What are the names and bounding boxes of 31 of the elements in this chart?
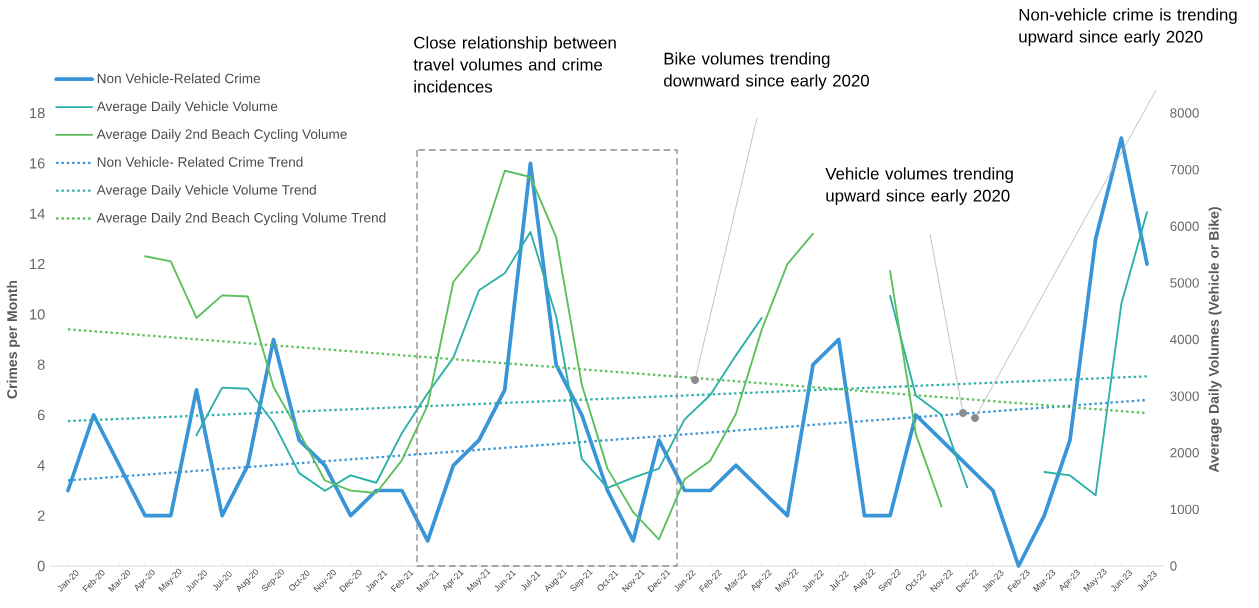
y-tick-label: 8 [37, 359, 45, 370]
annotation: Vehicle volumes trending upward since early 2020 [825, 167, 1013, 205]
legend-label: Average Daily 2nd Beach Cycling Volume Trend [96, 212, 386, 226]
y-axis-title: Crimes per Month [6, 280, 20, 399]
y-tick-label: 4 [37, 460, 45, 471]
y2-axis-title: Average Daily Volumes (Vehicle or Bike) [1208, 207, 1222, 473]
y2-tick-label: 5000 [1170, 278, 1199, 288]
y-tick-label: 2 [37, 510, 45, 521]
y2-tick-label: 6000 [1170, 221, 1199, 231]
y-tick-label: 0 [37, 560, 45, 572]
y2-tick-label: 4000 [1170, 334, 1199, 345]
y2-tick-label: 1000 [1170, 504, 1199, 515]
y2-tick-label: 7000 [1170, 164, 1199, 175]
text: Non-vehicle crime is trending upward since early 2020 [1019, 8, 1237, 46]
legend-label: Average Daily Vehicle Volume Trend [96, 184, 316, 198]
y2-tick-label: 3000 [1170, 391, 1199, 401]
y-tick-label: 18 [30, 107, 45, 119]
legend-label: Average Daily Vehicle Volume [96, 101, 278, 114]
y-tick-label: 6 [37, 409, 45, 421]
y-tick-label: 16 [30, 158, 45, 169]
y-tick-label: 14 [30, 208, 45, 219]
y2-tick-label: 2000 [1170, 448, 1199, 458]
y2-tick-label: 0 [1170, 561, 1177, 571]
legend-label: Non Vehicle- Related Crime Trend [97, 156, 303, 167]
text: Bike volumes trending downward since early 2020 [664, 52, 869, 90]
y2-tick-label: 8000 [1170, 108, 1199, 118]
y-tick-label: 10 [30, 309, 45, 320]
text: Close relationship between travel volumes and crime incidences [413, 36, 616, 93]
legend-label: Average Daily 2nd Beach Cycling Volume [96, 129, 347, 142]
legend-label: Non Vehicle-Related Crime [97, 73, 261, 84]
y-tick-label: 12 [30, 258, 45, 270]
